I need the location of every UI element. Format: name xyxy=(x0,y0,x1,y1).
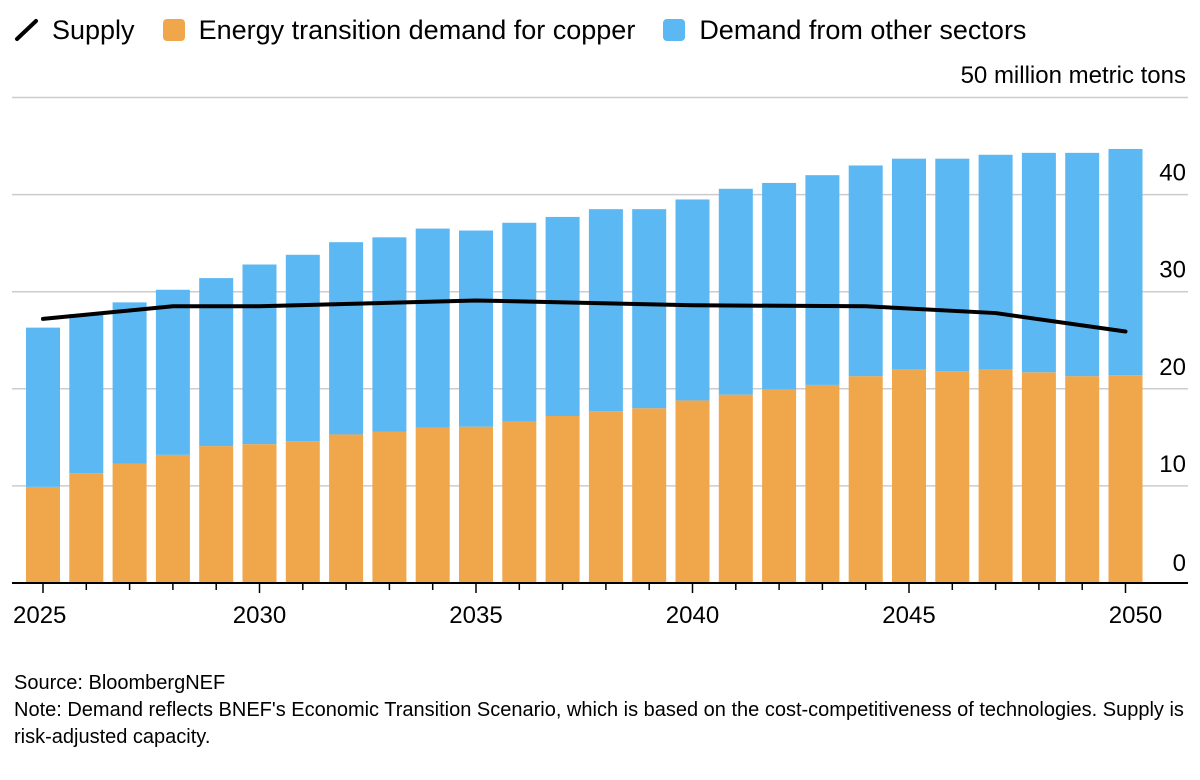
bar-other-sectors xyxy=(1065,152,1100,377)
bar-energy-transition xyxy=(285,441,320,583)
y-tick-label: 40 xyxy=(1159,160,1186,187)
bar-other-sectors xyxy=(848,165,883,377)
bar-energy-transition xyxy=(502,421,537,583)
supply-line xyxy=(41,298,1128,334)
x-tick-label: 2045 xyxy=(882,602,935,629)
bar-energy-transition xyxy=(935,371,970,583)
y-tick-label: 30 xyxy=(1159,257,1186,284)
bar-energy-transition xyxy=(329,434,364,583)
x-tick-label: 2025 xyxy=(13,602,66,629)
bar-energy-transition xyxy=(372,431,407,583)
bar-energy-transition xyxy=(415,427,450,583)
bar-other-sectors xyxy=(69,314,104,474)
legend-swatch-energy xyxy=(162,19,185,41)
bar-other-sectors xyxy=(415,228,450,428)
bar-energy-transition xyxy=(1021,372,1056,583)
bar-other-sectors xyxy=(242,264,277,445)
bar-energy-transition xyxy=(242,444,277,583)
y-axis-unit-label: 50 million metric tons xyxy=(960,62,1186,89)
bar-other-sectors xyxy=(545,216,580,416)
bar-other-sectors xyxy=(935,158,970,372)
legend-item-supply: Supply xyxy=(14,15,135,46)
legend-label-other: Demand from other sectors xyxy=(699,14,1027,45)
bar-other-sectors xyxy=(978,154,1013,370)
bar-energy-transition xyxy=(69,473,104,583)
bar-energy-transition xyxy=(112,463,147,583)
bar-energy-transition xyxy=(892,369,926,583)
bar-energy-transition xyxy=(762,389,797,583)
source-text: Source: BloombergNEF xyxy=(14,672,226,694)
legend-label-energy: Energy transition demand for copper xyxy=(198,14,636,45)
chart-footer: Source: BloombergNEF Note: Demand reflec… xyxy=(14,670,1184,751)
bar-other-sectors xyxy=(155,289,190,455)
bar-other-sectors xyxy=(675,199,710,401)
x-tick-label: 2040 xyxy=(666,602,719,629)
bar-other-sectors xyxy=(112,302,147,464)
legend-label-supply: Supply xyxy=(52,14,135,45)
bar-energy-transition xyxy=(155,454,190,583)
bar-other-sectors xyxy=(588,209,623,412)
legend-swatch-other xyxy=(663,19,686,41)
bar-other-sectors xyxy=(285,254,320,442)
bar-energy-transition xyxy=(978,369,1013,583)
legend-item-other-demand: Demand from other sectors xyxy=(663,15,1026,46)
legend: Supply Energy transition demand for copp… xyxy=(14,12,1054,48)
bar-other-sectors xyxy=(459,230,493,427)
bar-other-sectors xyxy=(329,242,364,435)
bar-other-sectors xyxy=(199,278,234,447)
x-tick-label: 2035 xyxy=(449,602,502,629)
bar-energy-transition xyxy=(26,486,60,583)
line-series-icon xyxy=(15,19,38,41)
bar-other-sectors xyxy=(1021,152,1056,373)
bar-energy-transition xyxy=(718,394,753,583)
bar-energy-transition xyxy=(545,415,580,583)
bar-energy-transition xyxy=(805,384,840,583)
y-tick-label: 0 xyxy=(1173,550,1186,577)
bar-other-sectors xyxy=(1108,148,1143,376)
bar-energy-transition xyxy=(632,408,667,583)
x-tick-label: 2030 xyxy=(233,602,286,629)
bar-other-sectors xyxy=(805,175,840,385)
x-tick-label: 2050 xyxy=(1109,602,1162,629)
bar-energy-transition xyxy=(459,426,493,583)
y-tick-label: 10 xyxy=(1159,451,1186,478)
legend-item-energy-demand: Energy transition demand for copper xyxy=(162,14,636,46)
y-tick-label: 20 xyxy=(1159,354,1186,381)
bar-energy-transition xyxy=(1108,375,1143,583)
bar-other-sectors xyxy=(502,222,537,422)
bar-other-sectors xyxy=(762,182,797,390)
bar-other-sectors xyxy=(372,237,407,432)
bar-energy-transition xyxy=(1065,376,1100,583)
bar-other-sectors xyxy=(26,327,60,487)
bar-other-sectors xyxy=(718,188,753,395)
bar-energy-transition xyxy=(588,411,623,583)
note-text: Note: Demand reflects BNEF's Economic Tr… xyxy=(14,699,1184,748)
bar-other-sectors xyxy=(892,158,926,370)
bar-energy-transition xyxy=(848,376,883,583)
bar-other-sectors xyxy=(632,209,667,409)
bar-energy-transition xyxy=(675,400,710,583)
bar-energy-transition xyxy=(199,446,234,583)
